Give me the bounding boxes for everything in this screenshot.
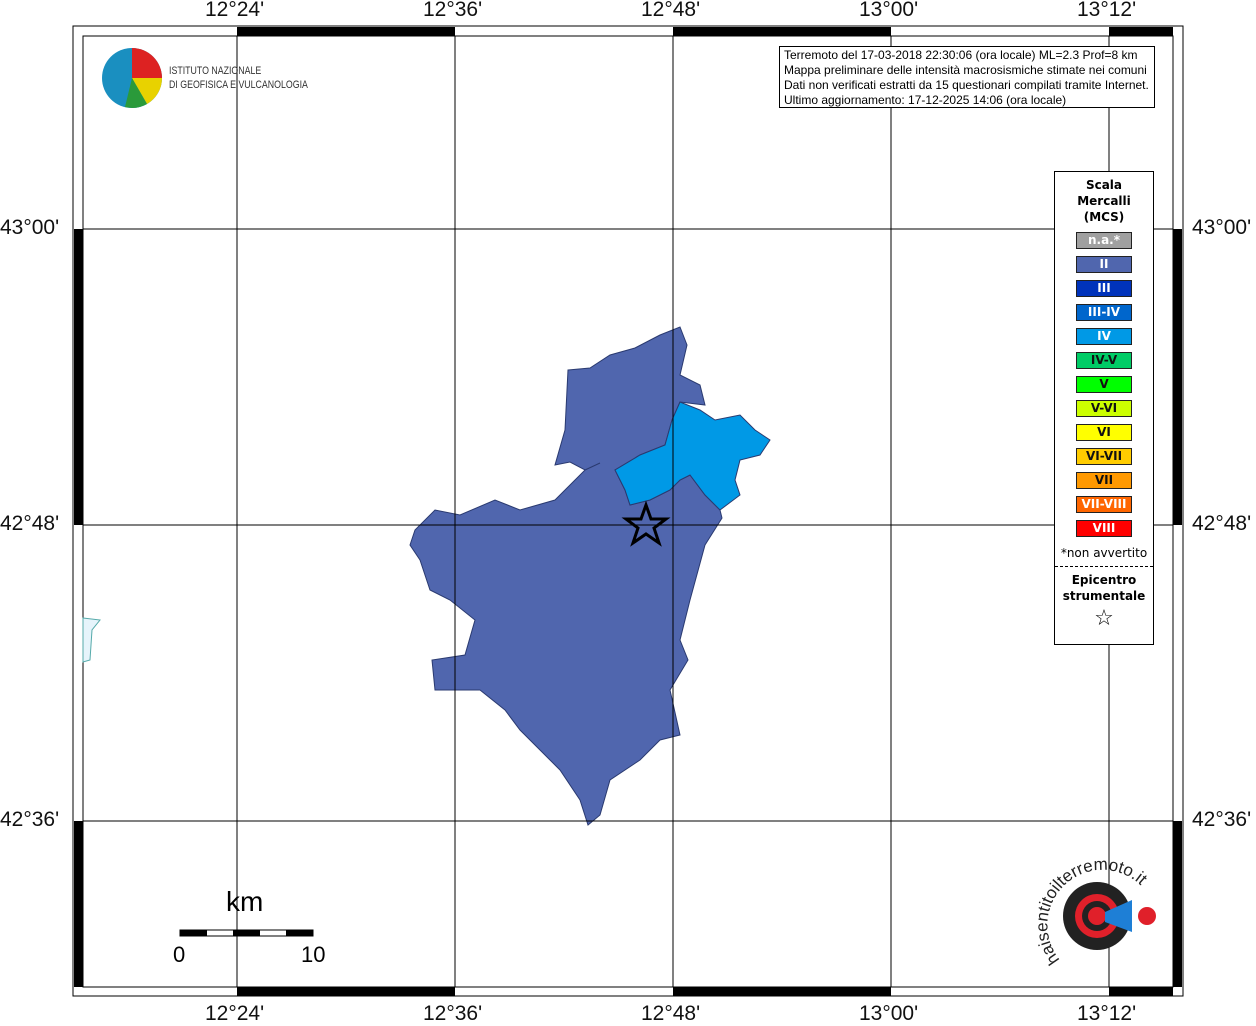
ingv-line2: DI GEOFISICA E VULCANOLOGIA [169, 79, 308, 91]
legend-title: Scala Mercalli (MCS) [1055, 177, 1153, 225]
legend: Scala Mercalli (MCS) n.a.* II III III-IV IV I… [1054, 171, 1154, 645]
ingv-logo-globe [102, 48, 163, 108]
lon-top-4: 13°00' [859, 0, 919, 21]
coast-fragment [82, 617, 101, 663]
star-icon: ☆ [1094, 606, 1114, 631]
legend-swatch-viii: VIII [1076, 520, 1132, 537]
epicentre-line: Epicentro [1071, 573, 1137, 587]
info-line: Dati non verificati estratti da 15 quest… [784, 78, 1149, 92]
lon-bottom-2: 12°36' [423, 1002, 483, 1025]
lon-bottom-4: 13°00' [859, 1002, 919, 1025]
star-icon [621, 500, 671, 547]
scale-max: 10 [301, 942, 326, 967]
frame-bars [74, 27, 1182, 996]
lat-left-1: 43°00' [0, 216, 60, 239]
scale-unit: km [226, 886, 264, 917]
ingv-logo-text: ISTITUTO NAZIONALE DI GEOFISICA E VULCAN… [169, 64, 308, 92]
lat-right-1: 43°00' [1192, 216, 1252, 239]
legend-swatch-vii: VII [1076, 472, 1132, 489]
legend-note: *non avvertito [1055, 546, 1153, 567]
legend-title-line: (MCS) [1083, 210, 1125, 224]
lat-right-3: 42°36' [1192, 808, 1252, 831]
lon-top-1: 12°24' [205, 0, 265, 21]
legend-swatch-ii: II [1076, 256, 1132, 273]
info-line: Terremoto del 17-03-2018 22:30:06 (ora l… [784, 48, 1138, 62]
lat-left-3: 42°36' [0, 808, 60, 831]
lon-top-2: 12°36' [423, 0, 483, 21]
legend-swatch-vi: VI [1076, 424, 1132, 441]
zone-intensity-IV [614, 401, 771, 511]
lon-bottom-3: 12°48' [641, 1002, 701, 1025]
legend-swatch-n-a-: n.a.* [1076, 232, 1132, 249]
epicentre-label: Epicentro strumentale [1055, 572, 1153, 604]
event-info-box: Terremoto del 17-03-2018 22:30:06 (ora l… [779, 46, 1155, 108]
legend-swatch-v: V [1076, 376, 1132, 393]
lon-top-5: 13°12' [1077, 0, 1137, 21]
info-line: Ultimo aggiornamento: 17-12-2025 14:06 (… [784, 93, 1067, 107]
legend-swatch-iii: III [1076, 280, 1132, 297]
info-line: Mappa preliminare delle intensità macros… [784, 63, 1147, 77]
legend-swatch-iii-iv: III-IV [1076, 304, 1132, 321]
lat-left-2: 42°48' [0, 512, 60, 535]
lon-bottom-1: 12°24' [205, 1002, 265, 1025]
scale-bar [179, 929, 314, 937]
zone-intensity-II [409, 326, 723, 826]
hsit-logo: haisentitoilterremoto.it [1032, 855, 1156, 969]
ingv-line1: ISTITUTO NAZIONALE [169, 65, 262, 77]
legend-swatch-vi-vii: VI-VII [1076, 448, 1132, 465]
legend-swatch-vii-viii: VII-VIII [1076, 496, 1132, 513]
lat-right-2: 42°48' [1192, 512, 1252, 535]
lon-bottom-5: 13°12' [1077, 1002, 1137, 1025]
legend-swatch-iv: IV [1076, 328, 1132, 345]
legend-title-line: Scala [1085, 178, 1123, 192]
legend-swatch-v-vi: V-VI [1076, 400, 1132, 417]
legend-title-line: Mercalli [1077, 194, 1131, 208]
epicentre-line: strumentale [1062, 589, 1146, 603]
lon-top-3: 12°48' [641, 0, 701, 21]
scale-min: 0 [173, 942, 186, 967]
legend-swatch-iv-v: IV-V [1076, 352, 1132, 369]
